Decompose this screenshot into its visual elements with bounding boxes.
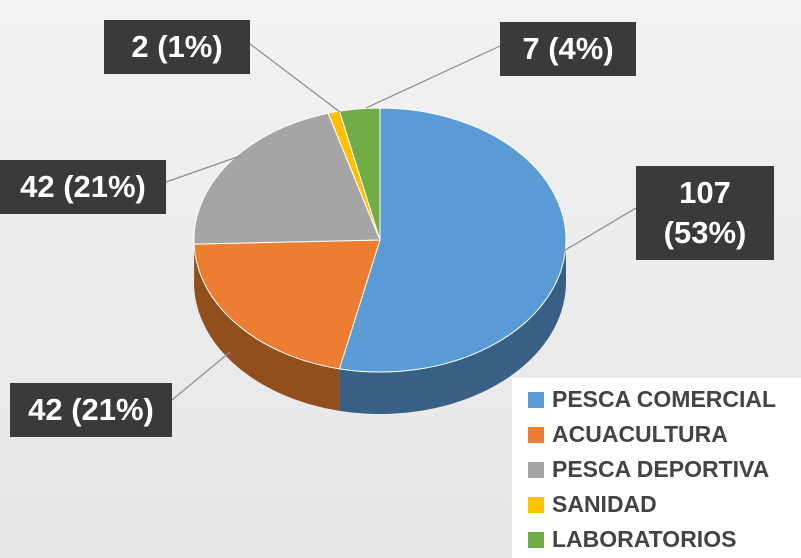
leader-line — [365, 45, 501, 109]
legend-swatch — [528, 461, 544, 478]
slice-side — [194, 244, 340, 411]
slice — [193, 112, 381, 245]
legend: PESCA COMERCIAL ACUACULTURA PESCA DEPORTIV… — [512, 378, 801, 558]
legend-label: LABORATORIOS — [552, 526, 737, 552]
legend-item: PESCA DEPORTIVA — [528, 452, 801, 487]
legend-label: SANIDAD — [552, 491, 657, 517]
legend-label: PESCA COMERCIAL — [552, 386, 777, 412]
legend-swatch — [528, 391, 544, 408]
slice-side — [339, 240, 566, 414]
leader-line — [165, 155, 241, 183]
legend-swatch — [528, 496, 544, 513]
leader-line — [249, 43, 341, 113]
legend-item: SANIDAD — [528, 487, 801, 522]
data-label: 2 (1%) — [104, 20, 250, 74]
leader-line — [561, 207, 637, 253]
legend-item: PESCA COMERCIAL — [528, 382, 801, 417]
slice — [193, 239, 381, 370]
data-label: 42 (21%) — [0, 160, 166, 214]
data-label: 7 (4%) — [500, 22, 636, 76]
data-label: 42 (21%) — [10, 383, 172, 437]
legend-label: PESCA DEPORTIVA — [552, 456, 770, 482]
data-label: 107 (53%) — [636, 166, 774, 260]
legend-swatch — [528, 426, 544, 443]
leader-line — [171, 351, 231, 401]
slice — [338, 107, 567, 373]
legend-swatch — [528, 531, 544, 548]
legend-item: ACUACULTURA — [528, 417, 801, 452]
legend-label: ACUACULTURA — [552, 421, 728, 447]
legend-item: LABORATORIOS — [528, 522, 801, 557]
